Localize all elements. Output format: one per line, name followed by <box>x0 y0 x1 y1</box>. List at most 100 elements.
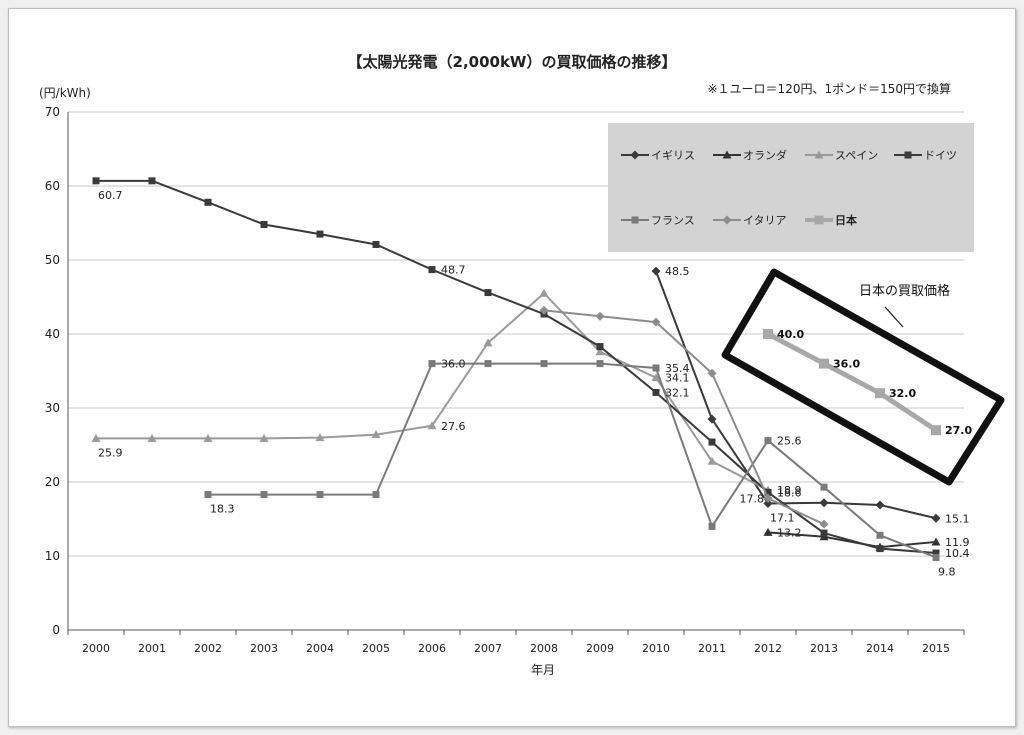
data-label-3-4: 10.4 <box>945 547 970 560</box>
legend-label-4: フランス <box>651 214 695 227</box>
data-label-1-1: 11.9 <box>945 536 970 549</box>
data-point-2-3 <box>259 433 269 442</box>
data-label-4-2: 35.4 <box>665 362 690 375</box>
data-label-0-1: 17.1 <box>770 511 795 524</box>
data-point-3-10 <box>652 388 660 396</box>
data-label-0-2: 15.1 <box>945 512 970 525</box>
series-4 <box>204 360 940 561</box>
x-tick-label-2005: 2005 <box>362 642 390 655</box>
data-point-3-1 <box>148 177 156 185</box>
x-axis-label: 年月 <box>531 663 555 677</box>
data-point-4-0 <box>204 491 212 499</box>
data-point-0-5 <box>931 513 941 523</box>
data-point-2-6 <box>427 421 437 430</box>
data-point-2-11 <box>707 456 717 465</box>
data-point-5-1 <box>595 311 605 321</box>
legend-label-2: スペイン <box>835 149 878 162</box>
data-point-3-2 <box>204 198 212 206</box>
y-tick-label-70: 70 <box>45 105 60 119</box>
data-point-2-7 <box>483 338 493 347</box>
data-label-3-1: 48.7 <box>441 264 466 277</box>
data-point-3-14 <box>876 545 884 553</box>
x-tick-label-2004: 2004 <box>306 642 334 655</box>
data-label-6-3: 27.0 <box>945 424 972 437</box>
data-point-2-10 <box>651 373 661 382</box>
x-tick-label-2014: 2014 <box>866 642 894 655</box>
chart-frame: 0 10 20 30 40 50 60 70 2000 2001 2002 2003 2004 2005 2… <box>8 8 1016 727</box>
data-point-2-0 <box>91 433 101 442</box>
data-point-5-0 <box>539 305 549 315</box>
japan-callout: 日本の買取価格 <box>721 268 1005 486</box>
feed-in-tariff-line-chart: 0 10 20 30 40 50 60 70 2000 2001 2002 2003 2004 2005 2… <box>39 53 1005 677</box>
data-point-4-6 <box>540 360 548 368</box>
data-point-1-3 <box>931 537 941 546</box>
data-label-0-0: 48.5 <box>665 265 690 278</box>
x-tick-label-2011: 2011 <box>698 642 726 655</box>
data-point-4-5 <box>484 360 492 368</box>
data-label-6-2: 32.0 <box>889 387 916 400</box>
data-label-1-0: 13.2 <box>777 526 802 539</box>
data-point-5-4 <box>763 493 773 503</box>
data-label-3-0: 60.7 <box>98 189 123 202</box>
series-line-6 <box>766 331 938 433</box>
data-label-2-3: 18.9 <box>777 484 802 497</box>
data-label-6-1: 36.0 <box>833 358 860 371</box>
data-labels: 48.5 17.1 15.1 13.2 11.9 25.9 27.6 34.1 18.9 60.7… <box>98 189 972 579</box>
data-point-3-5 <box>372 240 380 248</box>
data-point-4-11 <box>820 483 828 491</box>
data-point-2-4 <box>315 433 325 442</box>
data-point-5-3 <box>707 368 717 378</box>
x-tick-label-2003: 2003 <box>250 642 278 655</box>
y-tick-label-20: 20 <box>45 475 60 489</box>
data-point-3-9 <box>596 343 604 351</box>
x-tick-label-2013: 2013 <box>810 642 838 655</box>
data-point-2-5 <box>371 430 381 439</box>
data-point-3-11 <box>708 438 716 446</box>
data-point-4-12 <box>876 531 884 539</box>
japan-highlight-box <box>721 268 1005 486</box>
y-tick-label-60: 60 <box>45 179 60 193</box>
y-tick-label-30: 30 <box>45 401 60 415</box>
data-label-4-1: 36.0 <box>441 358 466 371</box>
data-point-4-2 <box>316 491 324 499</box>
data-point-3-3 <box>260 220 268 228</box>
legend-marker-0 <box>630 150 640 160</box>
y-tick-label-40: 40 <box>45 327 60 341</box>
x-tick-label-2007: 2007 <box>474 642 502 655</box>
data-point-4-8 <box>652 364 660 372</box>
series-line-1 <box>767 531 937 549</box>
data-point-6-3 <box>931 425 941 436</box>
data-point-4-3 <box>372 491 380 499</box>
data-point-4-4 <box>428 360 436 368</box>
x-tick-label-2002: 2002 <box>194 642 222 655</box>
data-label-3-2: 32.1 <box>665 386 690 399</box>
data-point-4-1 <box>260 491 268 499</box>
y-tick-label-0: 0 <box>52 623 60 637</box>
legend-label-5: イタリア <box>743 214 787 227</box>
legend-marker-4 <box>631 216 639 224</box>
data-point-3-12 <box>764 488 772 496</box>
legend-marker-3 <box>904 151 912 159</box>
series-line-5 <box>543 309 825 526</box>
legend-label-3: ドイツ <box>924 149 957 162</box>
legend-marker-1 <box>722 150 732 159</box>
data-point-6-0 <box>763 329 773 339</box>
series-line-4 <box>208 362 937 559</box>
data-point-0-2 <box>763 498 773 508</box>
data-point-4-9 <box>708 522 716 530</box>
data-point-2-2 <box>203 433 213 442</box>
data-point-2-9 <box>595 347 605 356</box>
data-point-3-7 <box>484 289 492 297</box>
series-5 <box>539 305 829 529</box>
data-label-5-0: 17.8 <box>740 492 765 505</box>
data-label-4-3: 25.6 <box>777 435 802 448</box>
legend-label-6: 日本 <box>835 213 857 227</box>
axes: 0 10 20 30 40 50 60 70 2000 2001 2002 2003 2004 2005 2… <box>45 105 965 655</box>
data-point-6-2 <box>875 388 885 399</box>
x-tick-label-2009: 2009 <box>586 642 614 655</box>
data-point-3-4 <box>316 230 324 238</box>
legend-marker-6 <box>814 215 824 225</box>
legend-label-1: オランダ <box>743 148 787 162</box>
legend-marker-2 <box>814 150 824 159</box>
